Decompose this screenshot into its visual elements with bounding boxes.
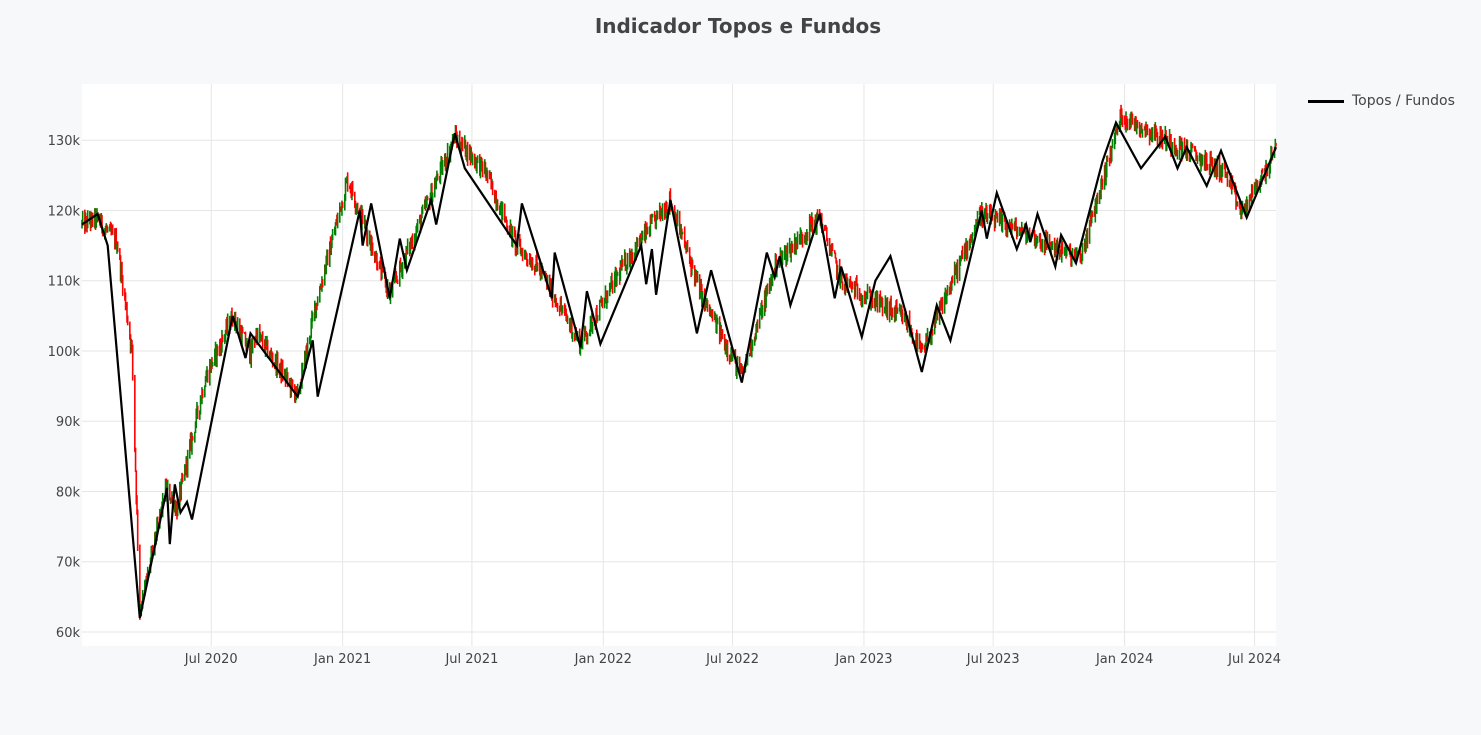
x-tick-label: Jul 2023: [966, 652, 1020, 667]
legend[interactable]: Topos / Fundos: [1308, 93, 1455, 109]
topos-fundos-layer[interactable]: [81, 119, 1278, 619]
y-tick-label: 80k: [56, 485, 81, 500]
grid-layer: [82, 84, 1276, 646]
y-tick-label: 120k: [48, 204, 81, 219]
x-tick-label: Jan 2023: [834, 652, 892, 667]
x-tick-label: Jul 2024: [1227, 652, 1281, 667]
x-tick-label: Jul 2020: [184, 652, 238, 667]
legend-label: Topos / Fundos: [1352, 93, 1455, 109]
legend-line-swatch: [1308, 99, 1344, 103]
x-tick-label: Jul 2021: [444, 652, 498, 667]
y-tick-label: 110k: [48, 275, 81, 290]
topos-fundos-line: [81, 119, 1278, 619]
x-tick-label: Jul 2022: [705, 652, 759, 667]
y-tick-label: 60k: [56, 626, 81, 641]
chart-title: Indicador Topos e Fundos: [594, 14, 882, 38]
y-tick-label: 90k: [56, 415, 81, 430]
y-tick-label: 70k: [56, 556, 81, 571]
x-tick-label: Jan 2022: [574, 652, 632, 667]
y-tick-label: 100k: [48, 345, 81, 360]
x-tick-label: Jan 2024: [1095, 652, 1153, 667]
x-tick-label: Jan 2021: [313, 652, 371, 667]
axis-ticks-layer: 60k 70k 80k 90k 100k 110k 120k 130k Jul 2020 Jan …: [48, 134, 1281, 667]
y-tick-label: 130k: [48, 134, 81, 149]
